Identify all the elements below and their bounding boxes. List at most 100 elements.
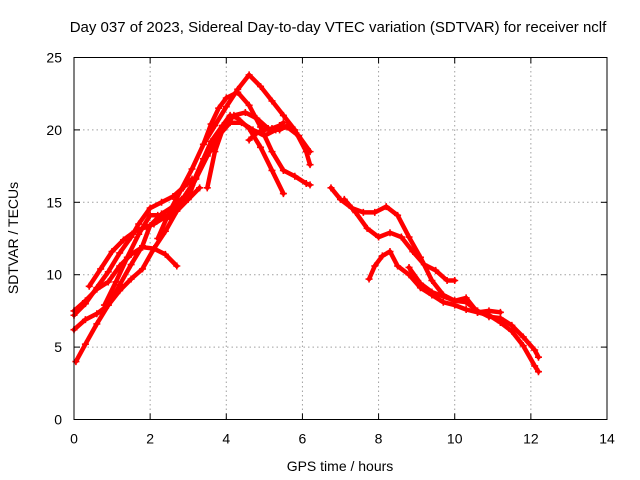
data-point-marker [158,198,166,206]
data-point-marker [340,195,348,203]
data-point-marker [108,248,116,256]
data-point-marker [268,148,276,156]
data-point-marker [451,276,459,284]
data-point-marker [474,308,482,316]
data-point-marker [81,340,89,348]
x-tick-label: 12 [523,431,539,447]
y-tick-label: 10 [46,267,62,283]
x-tick-label: 14 [599,431,615,447]
data-point-marker [211,122,219,130]
data-point-marker [135,230,143,238]
data-point-marker [211,148,219,156]
data-point-marker [173,262,181,270]
y-axis-tick-labels: 0 5 10 15 20 25 [46,50,62,428]
series-arc-14 [405,263,504,316]
series-group [70,71,542,376]
data-point-marker [207,137,215,145]
data-point-marker [359,208,367,216]
data-point-marker [365,275,373,283]
data-point-marker [428,288,436,296]
y-tick-label: 20 [46,122,62,138]
data-point-marker [371,208,379,216]
data-point-marker [218,126,226,134]
series-arc-10 [245,119,287,144]
data-point-marker [378,252,386,260]
data-point-marker [306,161,314,169]
data-point-marker [104,278,112,286]
data-point-marker [279,190,287,198]
data-point-marker [420,261,428,269]
series-line [366,249,541,374]
data-point-marker [462,294,470,302]
data-point-marker [150,245,158,253]
data-point-marker [177,187,185,195]
data-point-marker [519,342,527,350]
data-point-marker [397,233,405,241]
data-point-marker [146,211,154,219]
y-tick-label: 5 [54,339,62,355]
data-point-marker [161,250,169,258]
data-point-marker [230,111,238,119]
x-axis-tick-labels: 0 2 4 6 8 10 12 14 [70,431,615,447]
x-tick-label: 6 [299,431,307,447]
data-point-marker [428,276,436,284]
data-point-marker [139,265,147,273]
data-point-marker [327,184,335,192]
data-point-marker [93,285,101,293]
data-point-marker [363,224,371,232]
data-point-marker [534,353,542,361]
data-point-marker [154,235,162,242]
data-point-marker [302,179,310,187]
data-point-marker [279,166,287,174]
data-point-marker [534,368,542,376]
data-point-marker [276,122,284,130]
data-point-marker [386,248,394,256]
data-point-marker [253,114,261,122]
data-point-marker [97,265,105,273]
data-point-marker [241,109,249,117]
data-point-marker [283,122,291,130]
data-point-marker [135,220,143,228]
data-point-marker [116,249,124,257]
data-point-marker [352,208,360,216]
data-point-marker [531,346,539,354]
data-point-marker [375,233,383,241]
y-tick-label: 15 [46,194,62,210]
data-point-marker [150,220,158,228]
data-point-marker [531,362,539,370]
x-axis-label: GPS time / hours [287,458,394,474]
data-point-marker [123,253,131,261]
data-point-marker [245,101,253,109]
chart-title: Day 037 of 2023, Sidereal Day-to-day VTE… [70,19,607,36]
data-point-marker [409,248,417,256]
data-point-marker [81,316,89,324]
data-point-marker [203,184,211,192]
data-point-marker [279,119,287,127]
data-point-marker [165,208,173,216]
data-point-marker [119,236,127,244]
data-point-marker [268,166,276,174]
x-tick-label: 4 [222,431,230,447]
series-line [102,113,286,308]
data-point-marker [382,203,390,211]
data-point-marker [93,310,101,318]
data-point-marker [100,301,108,309]
data-point-marker [386,229,394,237]
data-point-marker [116,281,124,289]
data-point-marker [81,297,89,305]
data-point-marker [199,140,207,148]
grid [74,57,607,420]
data-point-marker [188,165,196,173]
data-point-marker [291,172,299,180]
data-point-marker [485,307,493,315]
series-arc-13 [365,248,542,376]
series-arc-8 [199,71,314,169]
data-point-marker [245,71,253,79]
data-point-marker [439,292,447,300]
data-point-marker [85,282,93,290]
data-point-marker [268,97,276,105]
data-point-marker [416,279,424,287]
x-tick-label: 0 [70,431,78,447]
data-point-marker [260,126,268,134]
